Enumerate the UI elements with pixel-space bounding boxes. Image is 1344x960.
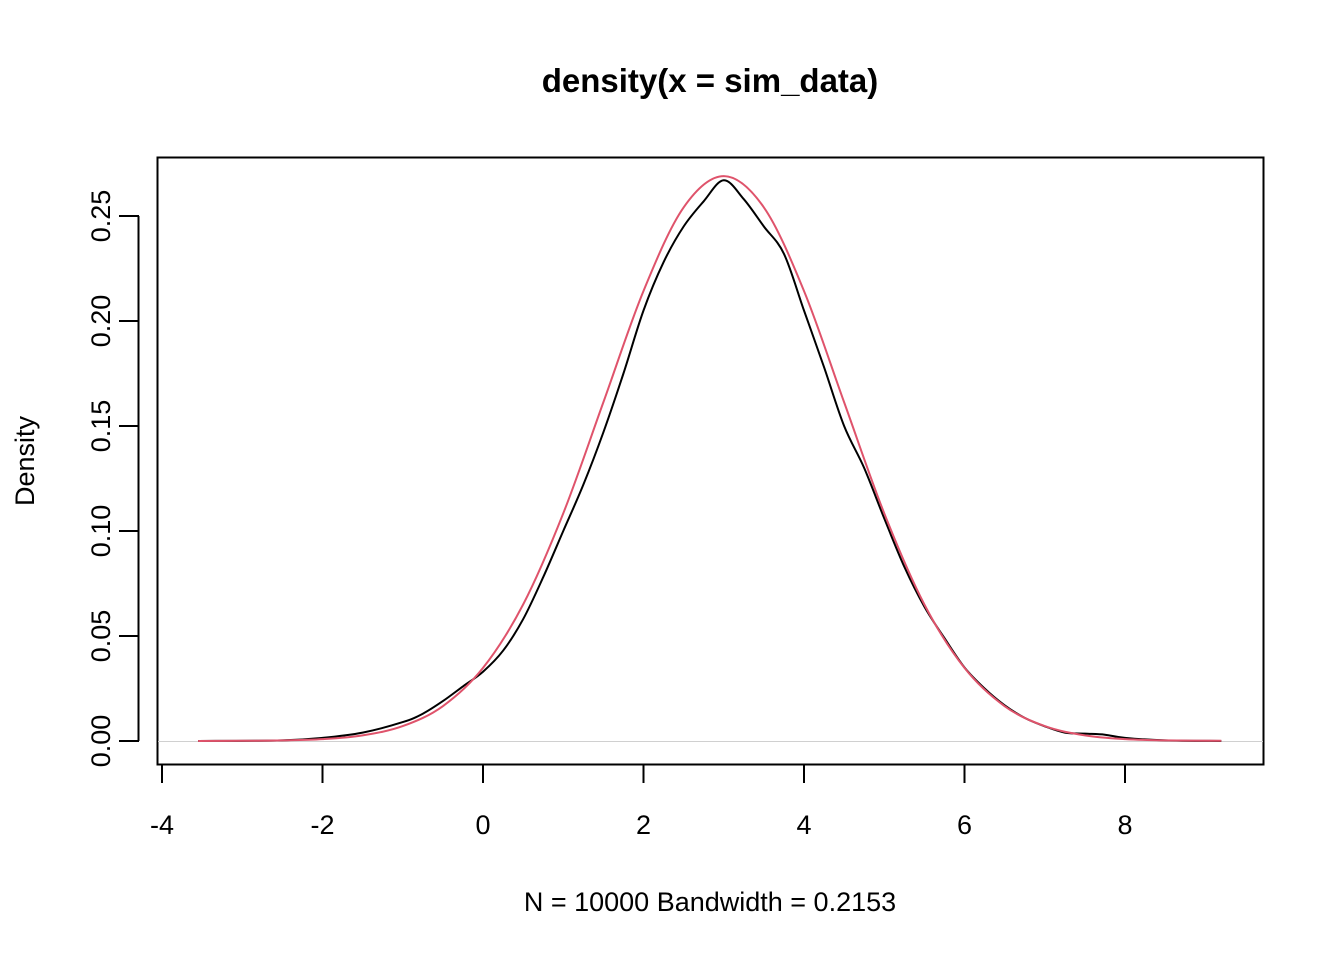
x-axis-label: N = 10000 Bandwidth = 0.2153 xyxy=(524,887,896,917)
x-tick-label: 6 xyxy=(957,810,972,840)
x-tick-label: 0 xyxy=(475,810,490,840)
x-tick-label: 4 xyxy=(796,810,811,840)
y-tick-label: 0.00 xyxy=(86,715,116,768)
x-tick-label: -4 xyxy=(150,810,174,840)
y-tick-label: 0.15 xyxy=(86,400,116,453)
chart-title: density(x = sim_data) xyxy=(542,62,879,99)
x-tick-label: 8 xyxy=(1117,810,1132,840)
y-tick-label: 0.20 xyxy=(86,295,116,348)
x-tick-label: 2 xyxy=(636,810,651,840)
y-axis-label: Density xyxy=(10,415,40,506)
normal-curve xyxy=(198,175,1222,742)
density-curve xyxy=(198,179,1222,742)
x-tick-label: -2 xyxy=(310,810,334,840)
plot-frame xyxy=(156,156,1265,766)
y-tick-label: 0.10 xyxy=(86,505,116,558)
y-tick-label: 0.05 xyxy=(86,610,116,663)
y-tick-label: 0.25 xyxy=(86,190,116,243)
